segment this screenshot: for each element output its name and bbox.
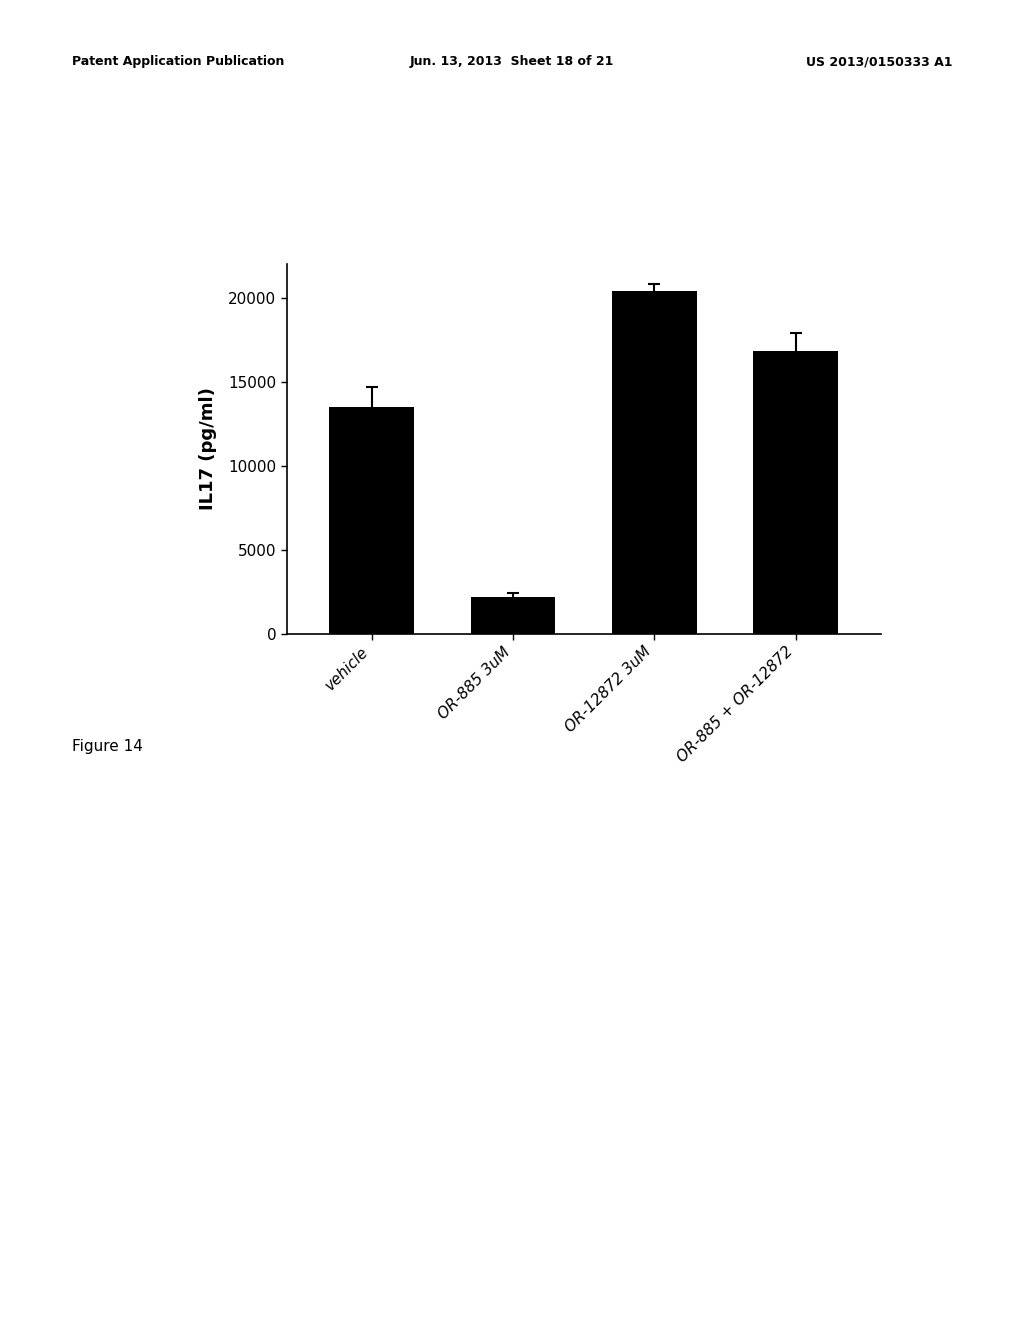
- Bar: [329, 407, 414, 634]
- Bar: [471, 597, 555, 634]
- Text: US 2013/0150333 A1: US 2013/0150333 A1: [806, 55, 952, 69]
- Text: Patent Application Publication: Patent Application Publication: [72, 55, 284, 69]
- Bar: [754, 351, 839, 634]
- Y-axis label: IL17 (pg/ml): IL17 (pg/ml): [199, 387, 217, 511]
- Text: Figure 14: Figure 14: [72, 739, 142, 754]
- Text: Jun. 13, 2013  Sheet 18 of 21: Jun. 13, 2013 Sheet 18 of 21: [410, 55, 614, 69]
- Bar: [612, 290, 696, 634]
